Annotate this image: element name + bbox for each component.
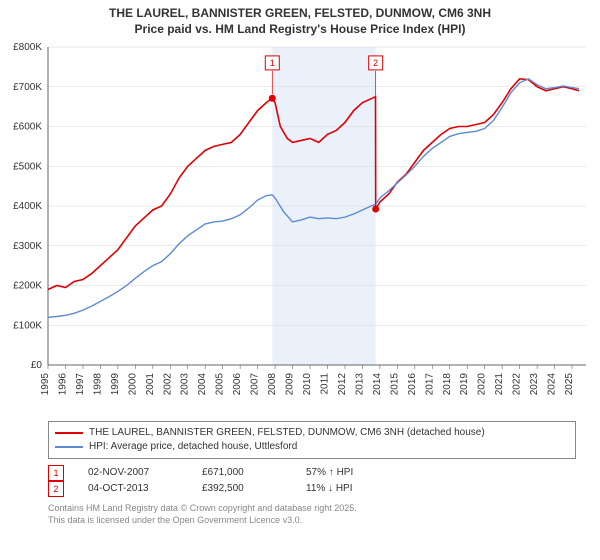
svg-text:2003: 2003 (180, 373, 191, 396)
svg-text:2015: 2015 (389, 373, 400, 396)
svg-text:£300K: £300K (13, 241, 42, 252)
event-row: 1 02-NOV-2007 £671,000 57% ↑ HPI (48, 465, 576, 481)
svg-text:2007: 2007 (250, 373, 261, 396)
title-line2: Price paid vs. HM Land Registry's House … (0, 22, 600, 38)
event-date: 04-OCT-2013 (88, 481, 178, 497)
svg-text:2024: 2024 (547, 373, 558, 396)
svg-text:2025: 2025 (564, 373, 575, 396)
legend-swatch (55, 432, 83, 434)
svg-text:2022: 2022 (512, 373, 523, 396)
event-table: 1 02-NOV-2007 £671,000 57% ↑ HPI 2 04-OCT-201… (48, 465, 576, 497)
legend-swatch (55, 446, 83, 448)
event-delta: 11% ↓ HPI (306, 481, 353, 497)
svg-text:1998: 1998 (92, 373, 103, 396)
svg-text:2009: 2009 (285, 373, 296, 396)
svg-text:1999: 1999 (110, 373, 121, 396)
svg-text:2011: 2011 (319, 373, 330, 395)
svg-text:2010: 2010 (302, 373, 313, 396)
marker-point-2 (372, 206, 379, 213)
svg-text:2019: 2019 (459, 373, 470, 396)
svg-text:2012: 2012 (337, 373, 348, 396)
svg-text:£200K: £200K (13, 281, 42, 292)
marker-point-1 (269, 95, 276, 102)
svg-text:2002: 2002 (162, 373, 173, 396)
event-price: £392,500 (202, 481, 282, 497)
event-marker: 1 (48, 465, 64, 481)
chart-title: THE LAUREL, BANNISTER GREEN, FELSTED, DU… (0, 0, 600, 37)
footer-line2: This data is licensed under the Open Gov… (48, 515, 576, 527)
svg-text:1996: 1996 (57, 373, 68, 396)
svg-text:2004: 2004 (197, 373, 208, 396)
footer: Contains HM Land Registry data © Crown c… (48, 503, 576, 526)
svg-text:2008: 2008 (267, 373, 278, 396)
svg-text:2023: 2023 (529, 373, 540, 396)
svg-text:£500K: £500K (13, 161, 42, 172)
event-price: £671,000 (202, 465, 282, 481)
svg-text:2020: 2020 (477, 373, 488, 396)
svg-text:2005: 2005 (215, 373, 226, 396)
svg-text:1997: 1997 (75, 373, 86, 396)
svg-text:2016: 2016 (407, 373, 418, 396)
svg-text:£0: £0 (31, 360, 43, 371)
svg-text:2000: 2000 (127, 373, 138, 396)
title-line1: THE LAUREL, BANNISTER GREEN, FELSTED, DU… (0, 6, 600, 22)
event-marker: 2 (48, 481, 64, 497)
svg-text:£400K: £400K (13, 201, 42, 212)
svg-text:2014: 2014 (372, 373, 383, 396)
legend: THE LAUREL, BANNISTER GREEN, FELSTED, DU… (48, 421, 576, 459)
svg-text:2: 2 (373, 58, 378, 68)
svg-text:1995: 1995 (40, 373, 51, 396)
svg-text:2021: 2021 (494, 373, 505, 396)
legend-label: THE LAUREL, BANNISTER GREEN, FELSTED, DU… (89, 426, 485, 440)
event-delta: 57% ↑ HPI (306, 465, 353, 481)
event-row: 2 04-OCT-2013 £392,500 11% ↓ HPI (48, 481, 576, 497)
line-chart: £0 £100K £200K £300K £400K £500K £600K £700K £80… (0, 37, 600, 417)
svg-text:£600K: £600K (13, 122, 42, 133)
svg-text:£100K: £100K (13, 320, 42, 331)
svg-text:£800K: £800K (13, 42, 42, 53)
svg-text:2013: 2013 (354, 373, 365, 396)
svg-text:2001: 2001 (145, 373, 156, 396)
legend-label: HPI: Average price, detached house, Uttl… (89, 440, 297, 454)
event-date: 02-NOV-2007 (88, 465, 178, 481)
svg-text:2006: 2006 (232, 373, 243, 396)
footer-line1: Contains HM Land Registry data © Crown c… (48, 503, 576, 515)
legend-item: HPI: Average price, detached house, Uttl… (55, 440, 569, 454)
svg-text:2017: 2017 (424, 373, 435, 396)
legend-item: THE LAUREL, BANNISTER GREEN, FELSTED, DU… (55, 426, 569, 440)
svg-text:1: 1 (270, 58, 275, 68)
chart-area: £0 £100K £200K £300K £400K £500K £600K £700K £80… (0, 37, 600, 417)
svg-text:2018: 2018 (442, 373, 453, 396)
svg-text:£700K: £700K (13, 82, 42, 93)
